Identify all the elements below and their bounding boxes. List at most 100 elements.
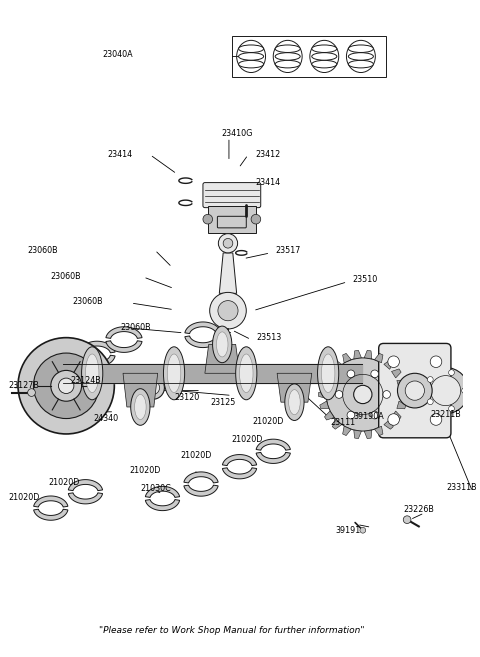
Polygon shape [34,509,68,520]
Circle shape [18,338,114,434]
Circle shape [449,370,455,376]
Text: 23060B: 23060B [51,271,82,281]
Ellipse shape [348,45,373,53]
Polygon shape [343,426,351,436]
Text: 21020D: 21020D [8,493,40,502]
Circle shape [34,353,99,419]
Text: 21020D: 21020D [232,435,263,444]
Circle shape [431,376,461,405]
Circle shape [371,411,379,419]
Circle shape [347,411,355,419]
Polygon shape [332,360,342,369]
Text: 23513: 23513 [256,333,281,342]
Ellipse shape [236,347,257,399]
Bar [232,36,386,77]
Text: 23410G: 23410G [221,129,252,138]
Ellipse shape [82,347,103,399]
Ellipse shape [168,354,181,392]
Text: 23517: 23517 [275,246,300,256]
Circle shape [223,238,233,248]
Circle shape [251,214,261,224]
Polygon shape [343,353,351,363]
Ellipse shape [168,384,176,388]
Polygon shape [145,499,180,510]
Circle shape [51,371,82,401]
Polygon shape [145,486,180,497]
Circle shape [383,391,390,398]
Circle shape [388,414,399,425]
Text: 23510: 23510 [352,275,377,284]
Text: "Please refer to Work Shop Manual for further information": "Please refer to Work Shop Manual for fu… [99,626,365,635]
Polygon shape [364,430,372,439]
Circle shape [430,414,442,425]
Text: 23060B: 23060B [28,246,58,256]
Circle shape [403,516,411,524]
Polygon shape [34,496,68,507]
Circle shape [405,381,424,400]
Ellipse shape [213,326,232,363]
Text: 39191: 39191 [336,526,361,535]
Ellipse shape [134,394,146,420]
FancyBboxPatch shape [203,183,261,208]
Polygon shape [52,355,88,367]
Circle shape [430,356,442,367]
Text: 23060B: 23060B [72,296,103,306]
Ellipse shape [239,45,264,53]
Polygon shape [392,369,401,378]
Polygon shape [399,391,407,398]
Circle shape [347,370,355,378]
Ellipse shape [312,53,337,60]
Text: 23111: 23111 [330,418,355,427]
Ellipse shape [164,347,185,399]
Circle shape [462,388,468,394]
Polygon shape [205,344,240,373]
Polygon shape [384,360,393,369]
Circle shape [388,356,399,367]
Circle shape [371,370,379,378]
FancyBboxPatch shape [379,344,451,438]
Polygon shape [324,369,334,378]
Text: 21030C: 21030C [140,484,171,493]
Text: 39190A: 39190A [353,412,384,421]
Text: 23125: 23125 [211,397,236,407]
Circle shape [449,406,455,411]
Polygon shape [364,350,372,359]
Ellipse shape [288,390,300,415]
Text: 23414: 23414 [108,150,132,159]
Ellipse shape [285,384,304,420]
Text: 21020D: 21020D [49,478,80,487]
Polygon shape [256,439,290,450]
Text: 23120: 23120 [174,393,199,402]
Text: 23127B: 23127B [8,381,39,390]
Circle shape [354,385,372,403]
Ellipse shape [275,45,300,53]
Ellipse shape [348,60,373,68]
FancyBboxPatch shape [217,216,246,228]
Polygon shape [52,370,88,381]
Circle shape [427,376,433,382]
Ellipse shape [348,53,373,60]
Ellipse shape [318,347,339,399]
Ellipse shape [275,53,300,60]
Text: 23412: 23412 [255,150,280,159]
Text: 23040A: 23040A [102,50,132,59]
Polygon shape [354,430,361,439]
Polygon shape [79,355,115,367]
Text: 21020D: 21020D [252,417,283,426]
Circle shape [218,234,238,253]
Text: 23414: 23414 [255,178,280,187]
Circle shape [335,391,343,398]
Ellipse shape [85,354,99,392]
Polygon shape [319,391,326,398]
Circle shape [203,214,213,224]
Circle shape [427,399,433,405]
Polygon shape [374,426,383,436]
Polygon shape [222,455,257,466]
Ellipse shape [322,354,335,392]
Polygon shape [184,472,218,483]
Text: 24340: 24340 [93,414,118,423]
Text: 21020D: 21020D [181,451,212,460]
Polygon shape [184,485,218,496]
Ellipse shape [312,45,337,53]
Polygon shape [219,253,237,293]
